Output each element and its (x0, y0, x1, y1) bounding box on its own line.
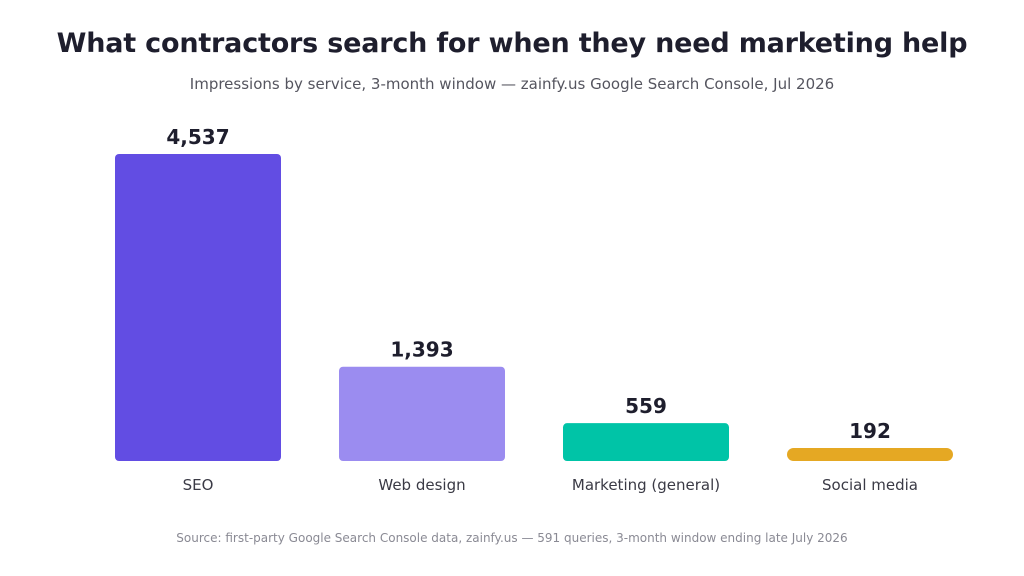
value-label-seo: 4,537 (166, 125, 229, 149)
category-label-web-design: Web design (378, 476, 465, 494)
category-label-social-media: Social media (822, 476, 918, 494)
bar-social-media (787, 448, 953, 461)
value-label-social-media: 192 (849, 419, 891, 443)
value-label-web-design: 1,393 (390, 338, 453, 362)
chart-title: What contractors search for when they ne… (56, 28, 968, 59)
chart-subtitle: Impressions by service, 3-month window —… (189, 75, 835, 93)
bars-group: 4,537 SEO 1,393 Web design 559 Marketing (gen… (115, 125, 953, 494)
category-label-marketing-general: Marketing (general) (572, 476, 720, 494)
chart-source-note: Source: first-party Google Search Consol… (176, 531, 848, 545)
bar-web-design (339, 366, 505, 461)
bar-marketing-general (563, 423, 729, 461)
value-label-marketing-general: 559 (625, 394, 667, 418)
category-label-seo: SEO (183, 476, 214, 494)
bar-seo (115, 154, 281, 461)
